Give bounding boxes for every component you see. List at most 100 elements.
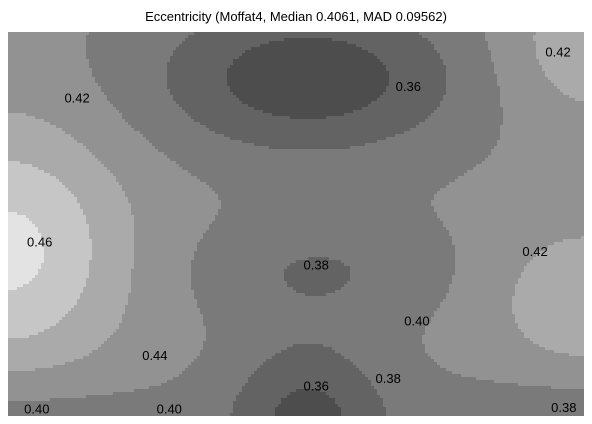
contour-band-cell <box>83 290 132 294</box>
contour-band-cell <box>8 158 99 162</box>
contour-band-cell <box>134 266 192 270</box>
contour-band-cell <box>182 371 255 375</box>
contour-band-cell <box>140 131 216 135</box>
contour-band-cell <box>260 365 357 369</box>
contour-band-cell <box>500 95 570 99</box>
contour-band-cell <box>188 113 273 117</box>
contour-band-cell <box>206 335 423 339</box>
contour-band-cell <box>8 350 93 354</box>
contour-band-cell <box>194 293 306 297</box>
contour-band-cell <box>44 248 93 252</box>
contour-band-cell <box>269 41 348 45</box>
contour-band-cell <box>329 257 456 261</box>
contour-band-cell <box>569 95 584 99</box>
contour-band-cell <box>230 89 387 93</box>
contour-band-cell <box>8 191 72 195</box>
contour-band-cell <box>422 335 525 339</box>
contour-band-cell <box>419 32 486 36</box>
contour-band-cell <box>92 350 201 354</box>
contour-band-cell <box>230 413 276 416</box>
contour-band-cell <box>491 56 537 60</box>
contour-band-cell <box>218 197 435 201</box>
contour-band-cell <box>569 353 584 357</box>
contour-band-cell <box>389 77 447 81</box>
contour-band-cell <box>89 62 168 66</box>
contour-band-cell <box>335 290 450 294</box>
contour-band-cell <box>383 398 584 402</box>
contour-band-cell <box>563 92 584 96</box>
contour-band-cell <box>8 209 84 213</box>
contour-band-cell <box>263 362 354 366</box>
contour-band-cell <box>341 413 387 416</box>
contour-band-cell <box>92 74 168 78</box>
contour-band-cell <box>8 50 87 54</box>
contour-band-cell <box>536 50 584 54</box>
contour-band-cell <box>242 101 372 105</box>
contour-band-cell <box>197 248 456 252</box>
contour-band-cell <box>8 323 57 327</box>
contour-band-cell <box>71 191 126 195</box>
contour-band-cell <box>113 392 240 396</box>
contour-band-cell <box>296 260 342 264</box>
contour-band-cell <box>380 95 444 99</box>
contour-band-cell <box>8 335 30 339</box>
contour-band-cell <box>8 368 36 372</box>
contour-band-cell <box>446 296 513 300</box>
contour-band-cell <box>323 344 426 348</box>
contour-band-cell <box>8 341 105 345</box>
contour-band-cell <box>200 122 420 126</box>
contour-band-cell <box>524 332 584 336</box>
contour-band-cell <box>131 212 219 216</box>
contour-band-cell <box>149 386 243 390</box>
contour-band-cell <box>443 224 584 228</box>
contour-band-cell <box>134 389 243 393</box>
contour-band-cell <box>377 140 498 144</box>
contour-band-cell <box>74 305 126 309</box>
contour-band-cell <box>185 38 285 42</box>
contour-band-cell <box>167 83 228 87</box>
contour-band-cell <box>191 275 285 279</box>
contour-band-cell <box>8 71 93 75</box>
contour-band-cell <box>287 266 351 270</box>
contour-band-cell <box>440 56 492 60</box>
contour-band-cell <box>386 68 447 72</box>
contour-band-cell <box>131 203 222 207</box>
contour-band-cell <box>431 356 584 360</box>
contour-band-cell <box>428 116 504 120</box>
contour-band-cell <box>260 44 357 48</box>
contour-band-cell <box>248 380 372 384</box>
contour-band-cell <box>341 287 450 291</box>
contour-band-cell <box>293 344 324 348</box>
contour-band-cell <box>32 221 87 225</box>
contour-band-cell <box>35 116 123 120</box>
contour-band-cell <box>77 197 129 201</box>
contour-band-cell <box>77 299 129 303</box>
contour-band-cell <box>440 53 492 57</box>
contour-band-cell <box>515 314 584 318</box>
contour-band-cell <box>26 113 123 117</box>
contour-band-cell <box>497 143 584 147</box>
contour-band-cell <box>8 230 39 234</box>
contour-band-cell <box>452 275 522 279</box>
contour-band-cell <box>134 260 192 264</box>
contour-band-cell <box>170 59 234 63</box>
contour-band-cell <box>368 50 438 54</box>
contour-band-cell <box>263 110 354 114</box>
contour-band-cell <box>446 293 516 297</box>
contour-band-cell <box>248 104 369 108</box>
contour-band-cell <box>536 41 584 45</box>
contour-label: 0.36 <box>304 379 329 394</box>
contour-band-cell <box>350 275 453 279</box>
contour-band-cell <box>500 131 584 135</box>
contour-band-cell <box>191 269 285 273</box>
contour-band-cell <box>281 350 336 354</box>
contour-band-cell <box>89 65 168 69</box>
contour-band-cell <box>38 332 114 336</box>
contour-band-cell <box>125 119 195 123</box>
contour-band-cell <box>89 236 135 240</box>
contour-band-cell <box>476 377 584 381</box>
contour-band-cell <box>86 278 132 282</box>
contour-band-cell <box>458 176 584 180</box>
contour-band-cell <box>188 365 261 369</box>
contour-band-cell <box>8 398 51 402</box>
